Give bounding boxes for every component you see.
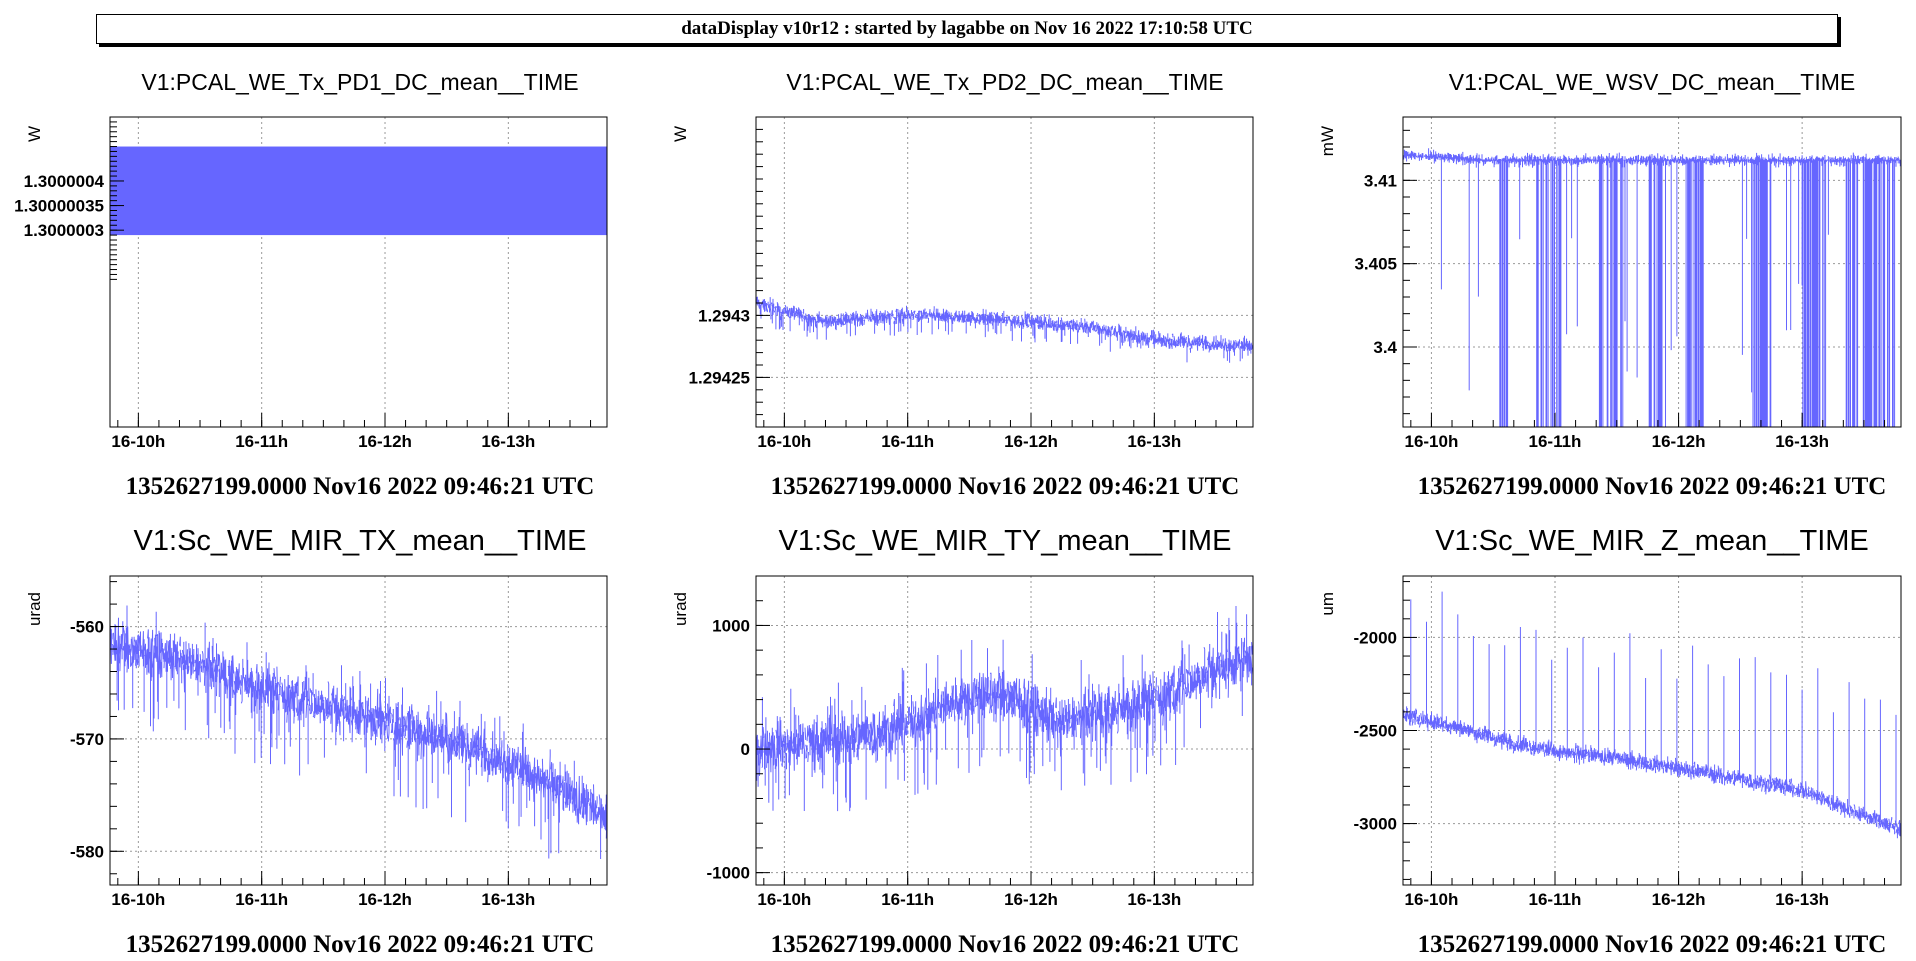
series-data bbox=[110, 605, 607, 859]
chart-panel-2: V1:PCAL_WE_Tx_PD2_DC_mean__TIME W 1.29425 1… bbox=[671, 69, 1254, 500]
y-axis-label: mW bbox=[1318, 126, 1337, 156]
chart-footer-timestamp: 1352627199.0000 Nov16 2022 09:46:21 UTC bbox=[126, 473, 595, 500]
y-tick-label: 3.4 bbox=[1373, 338, 1397, 357]
x-tick-label: 16-10h bbox=[111, 432, 165, 451]
chart-title: V1:PCAL_WE_Tx_PD1_DC_mean__TIME bbox=[141, 69, 578, 95]
x-tick-label: 16-12h bbox=[358, 432, 412, 451]
series-data bbox=[756, 606, 1253, 812]
x-tick-label: 16-10h bbox=[757, 432, 811, 451]
chart-panel-1: V1:PCAL_WE_Tx_PD1_DC_mean__TIME W 1.300000… bbox=[14, 69, 608, 500]
chart-footer-timestamp: 1352627199.0000 Nov16 2022 09:46:21 UTC bbox=[126, 931, 595, 958]
x-tick-label: 16-13h bbox=[481, 432, 535, 451]
series-line bbox=[110, 605, 607, 859]
x-tick-label: 16-13h bbox=[1127, 432, 1181, 451]
series-data bbox=[756, 296, 1253, 363]
series-line bbox=[1403, 148, 1901, 427]
chart-footer-timestamp: 1352627199.0000 Nov16 2022 09:46:21 UTC bbox=[771, 931, 1240, 958]
y-tick-label: -1000 bbox=[707, 864, 750, 883]
x-tick-label: 16-12h bbox=[1004, 890, 1058, 909]
x-tick-label: 16-13h bbox=[1775, 432, 1829, 451]
y-axis-label: urad bbox=[25, 592, 44, 626]
y-tick-label: 1.2943 bbox=[698, 306, 750, 325]
x-tick-label: 16-11h bbox=[1529, 890, 1582, 909]
y-axis-label: um bbox=[1318, 592, 1337, 616]
y-tick-label: 0 bbox=[741, 740, 750, 759]
chart-title: V1:Sc_WE_MIR_TX_mean__TIME bbox=[134, 525, 587, 557]
header-banner: dataDisplay v10r12 : started by lagabbe … bbox=[96, 14, 1838, 44]
chart-title: V1:PCAL_WE_WSV_DC_mean__TIME bbox=[1449, 69, 1856, 95]
chart-title: V1:Sc_WE_MIR_Z_mean__TIME bbox=[1435, 525, 1869, 557]
x-tick-label: 16-11h bbox=[1529, 432, 1582, 451]
x-tick-label: 16-12h bbox=[1652, 890, 1706, 909]
x-tick-label: 16-12h bbox=[1652, 432, 1706, 451]
x-tick-label: 16-10h bbox=[1404, 432, 1458, 451]
series-data bbox=[110, 146, 607, 236]
y-tick-label: -560 bbox=[70, 618, 104, 637]
x-tick-label: 16-11h bbox=[881, 890, 934, 909]
y-tick-label: -570 bbox=[70, 730, 104, 749]
y-axis-label: urad bbox=[671, 592, 690, 626]
series-data bbox=[1403, 148, 1901, 427]
plot-frame bbox=[755, 116, 1254, 428]
series-line bbox=[1403, 591, 1901, 839]
series-band bbox=[110, 146, 607, 236]
x-tick-label: 16-13h bbox=[481, 890, 535, 909]
plot-frame bbox=[109, 116, 608, 428]
x-tick-label: 16-11h bbox=[881, 432, 934, 451]
x-tick-label: 16-10h bbox=[1404, 890, 1458, 909]
plot-frame bbox=[1402, 116, 1902, 428]
x-tick-label: 16-12h bbox=[358, 890, 412, 909]
plot-frame bbox=[109, 575, 608, 886]
y-tick-label: 1.30000035 bbox=[14, 197, 104, 216]
y-tick-label: 3.41 bbox=[1364, 171, 1397, 190]
series-line bbox=[756, 296, 1253, 363]
x-tick-label: 16-12h bbox=[1004, 432, 1058, 451]
plot-frame bbox=[755, 575, 1254, 886]
series-line bbox=[756, 606, 1253, 812]
chart-title: V1:Sc_WE_MIR_TY_mean__TIME bbox=[779, 525, 1232, 557]
chart-footer-timestamp: 1352627199.0000 Nov16 2022 09:46:21 UTC bbox=[1418, 473, 1887, 500]
x-tick-label: 16-10h bbox=[757, 890, 811, 909]
y-tick-label: -2500 bbox=[1354, 722, 1397, 741]
y-tick-label: 1.3000004 bbox=[24, 172, 105, 191]
y-tick-label: 1.3000003 bbox=[24, 221, 104, 240]
x-tick-label: 16-11h bbox=[235, 890, 288, 909]
chart-panel-3: V1:PCAL_WE_WSV_DC_mean__TIME mW 3.4 3.405 3.… bbox=[1318, 69, 1902, 500]
y-axis-label: W bbox=[25, 126, 44, 142]
x-tick-label: 16-13h bbox=[1127, 890, 1181, 909]
y-tick-label: 3.405 bbox=[1354, 255, 1397, 274]
x-tick-label: 16-13h bbox=[1775, 890, 1829, 909]
chart-title: V1:PCAL_WE_Tx_PD2_DC_mean__TIME bbox=[786, 69, 1223, 95]
y-axis-label: W bbox=[671, 126, 690, 142]
y-tick-label: 1.29425 bbox=[689, 368, 750, 387]
chart-footer-timestamp: 1352627199.0000 Nov16 2022 09:46:21 UTC bbox=[1418, 931, 1887, 958]
series-data bbox=[1403, 591, 1901, 839]
y-tick-label: 1000 bbox=[712, 616, 750, 635]
plot-frame bbox=[1402, 575, 1902, 886]
chart-footer-timestamp: 1352627199.0000 Nov16 2022 09:46:21 UTC bbox=[771, 473, 1240, 500]
x-tick-label: 16-10h bbox=[111, 890, 165, 909]
y-tick-label: -2000 bbox=[1354, 628, 1397, 647]
y-tick-label: -3000 bbox=[1354, 815, 1397, 834]
y-tick-label: -580 bbox=[70, 842, 104, 861]
x-tick-label: 16-11h bbox=[235, 432, 288, 451]
